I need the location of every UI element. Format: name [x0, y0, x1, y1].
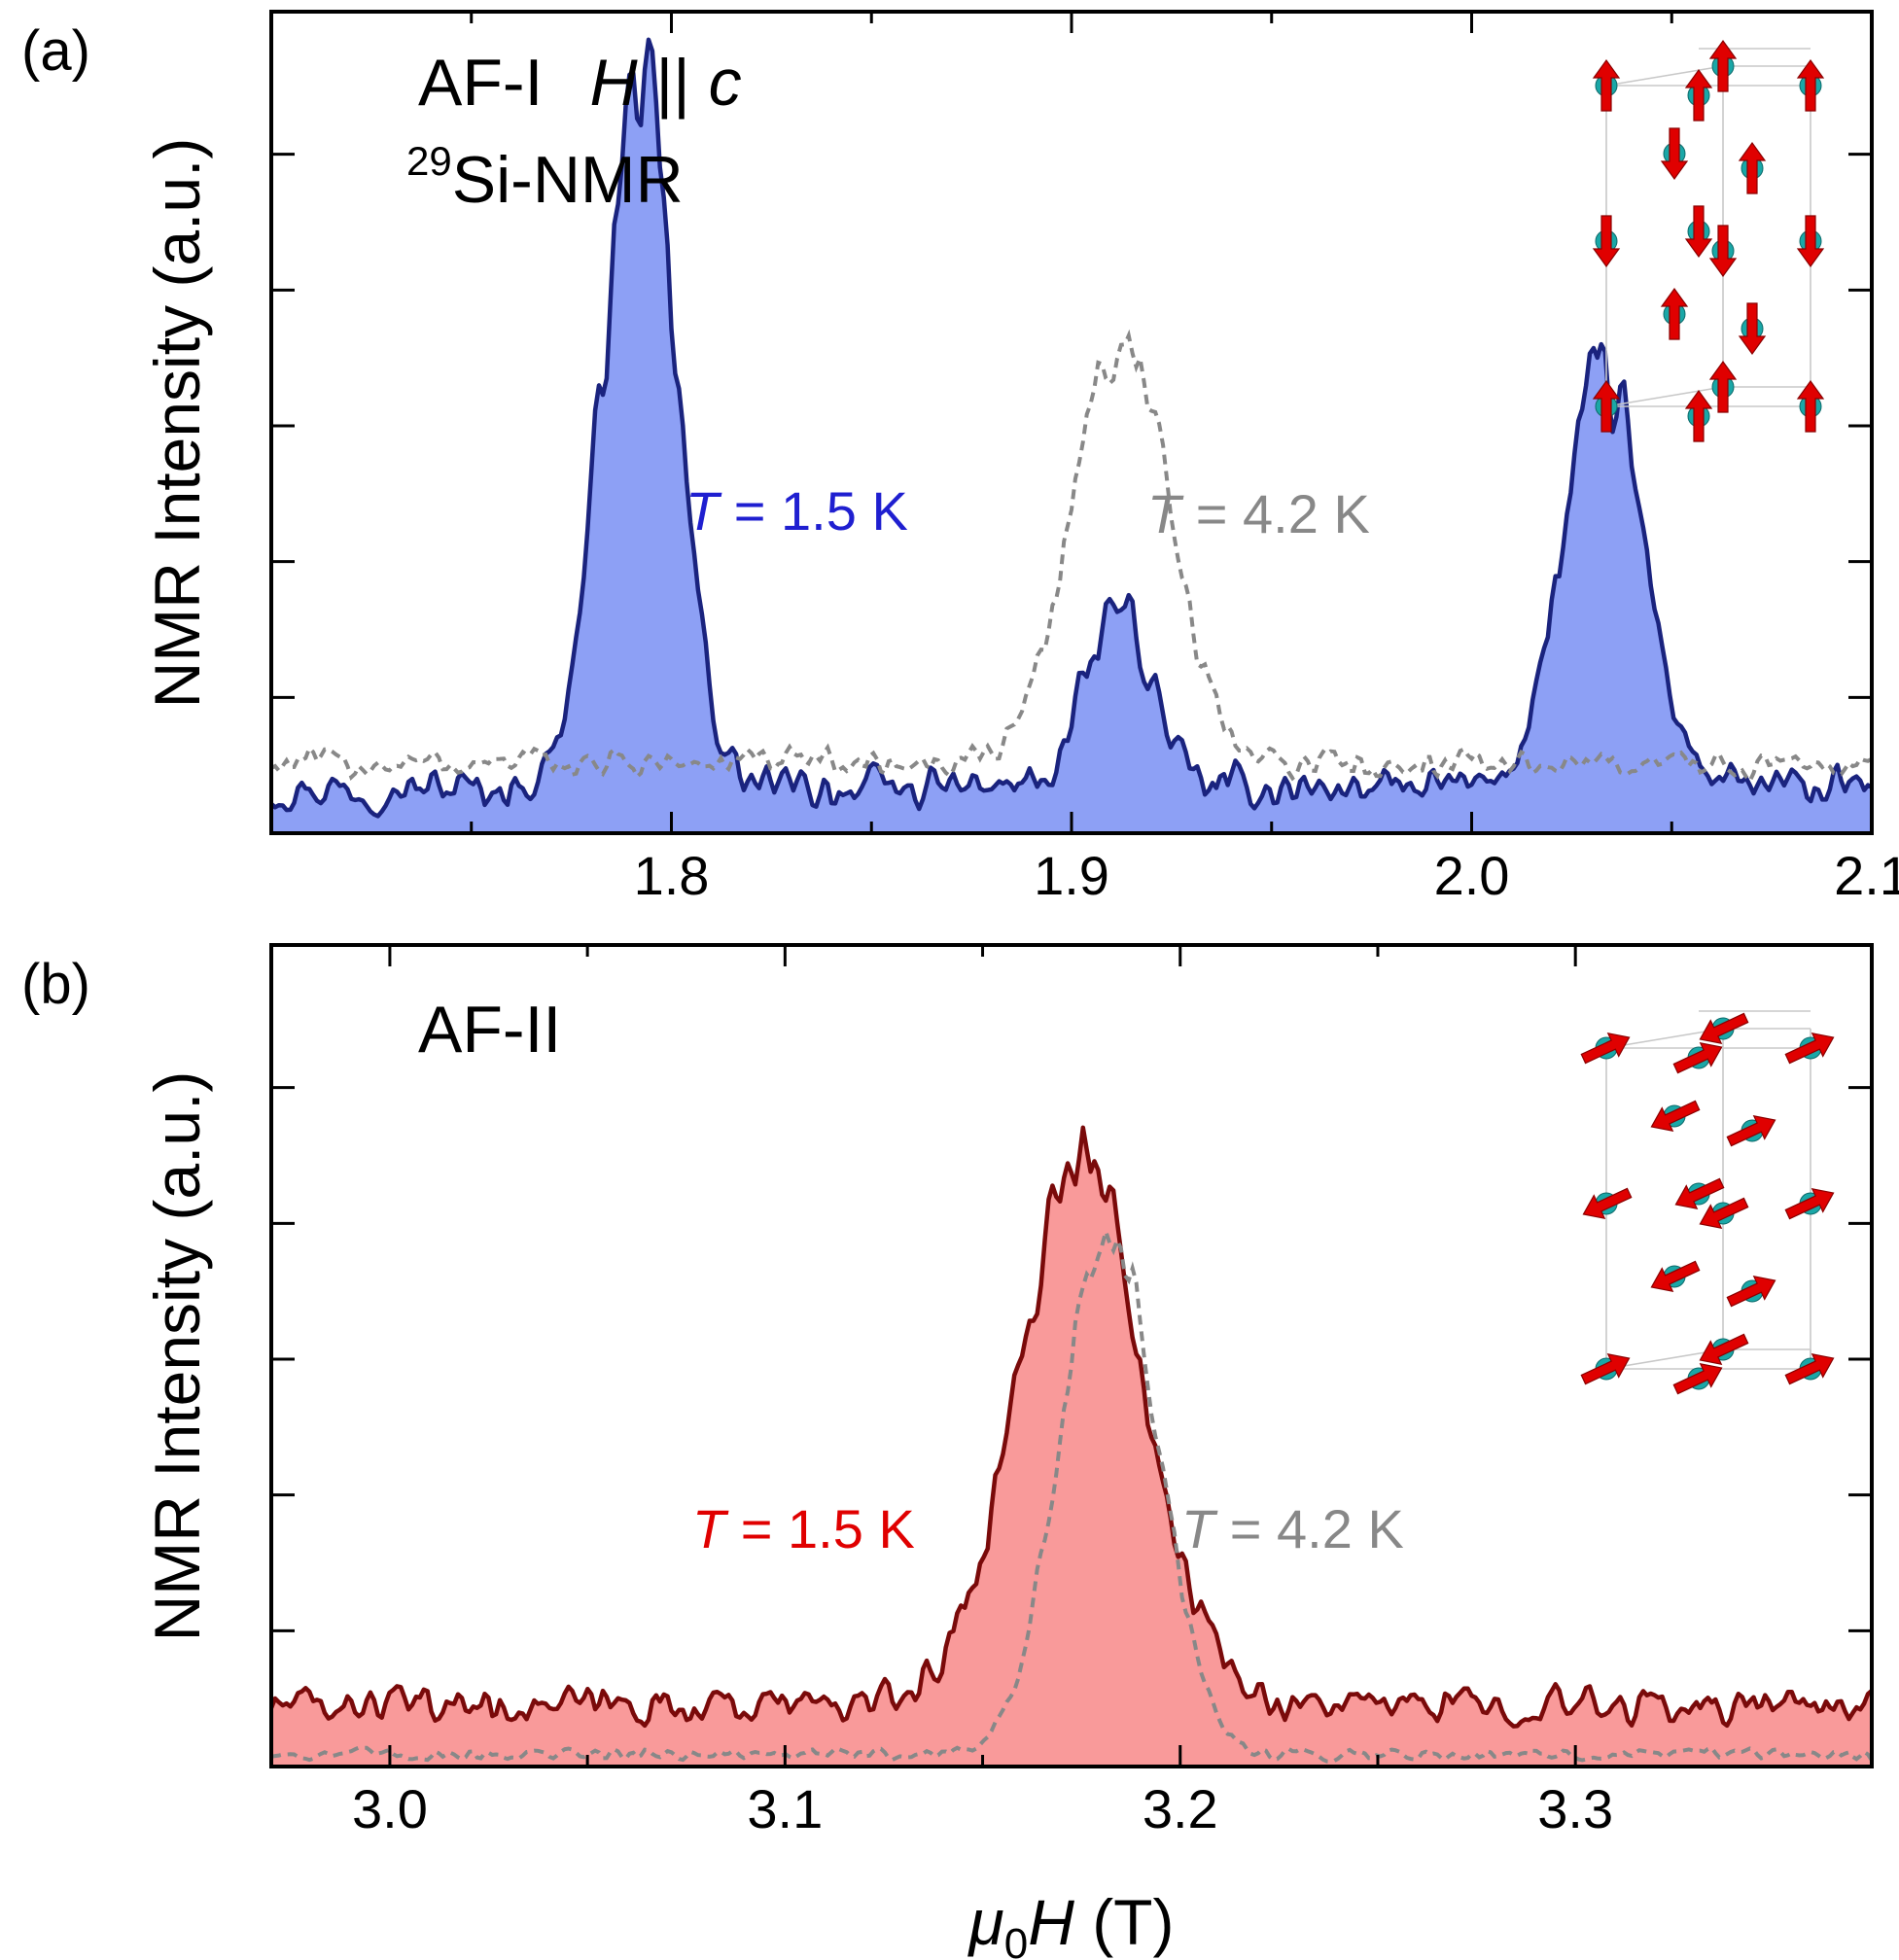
spin-arrow-icon [1726, 1276, 1776, 1308]
spin-arrow-icon [1726, 1115, 1776, 1147]
cell-edge-8 [1605, 1348, 1724, 1370]
panel-a-temp-low-label: T = 1.5 K [686, 480, 908, 542]
x-tick-label-0-2: 2.0 [1434, 845, 1510, 906]
cell-edge-6 [1605, 65, 1724, 87]
spin-arrow-icon [1580, 1353, 1631, 1385]
series-area-0-0 [271, 39, 1872, 833]
x-tick-label-1-1: 3.1 [747, 1778, 823, 1839]
panel-a-phase-label: AF-I H || c [418, 46, 742, 120]
panel-a-nucleus-label: 29Si-NMR [406, 138, 684, 217]
panel-a-ticks: 1.8 1.9 2.0 2.1 [271, 12, 1899, 906]
spin-arrow-icon [1784, 1353, 1835, 1385]
spin-arrow-icon [1684, 68, 1713, 122]
spin-arrow-icon [1796, 379, 1825, 433]
x-tick-label-1-3: 3.3 [1537, 1778, 1613, 1839]
panel-b-y-axis-label: NMR Intensity (a.u.) [141, 1071, 213, 1642]
spin-arrow-icon [1650, 1100, 1701, 1132]
x-axis-label: μ0H (T) [967, 1886, 1175, 1960]
spin-arrow-icon [1592, 58, 1621, 112]
series-dashed-0-1 [271, 329, 1872, 786]
spin-arrow-icon [1699, 1012, 1749, 1044]
spin-arrow-icon [1738, 141, 1767, 194]
panel-b-series [271, 1125, 1872, 1767]
spin-arrow-icon [1699, 1333, 1749, 1365]
panel-b-ticks: 3.0 3.1 3.2 3.3 [271, 945, 1872, 1839]
panel-a: (a) 1.8 1.9 2.0 2.1 NMR Intensity (a.u.) AF… [21, 10, 1899, 906]
panel-b-temp-low-label: T = 1.5 K [692, 1498, 915, 1559]
cell-edge-6 [1605, 1028, 1724, 1049]
series-line-0-0 [271, 37, 1872, 819]
panel-a-series [271, 37, 1872, 833]
panel-b-temp-high-label: T = 4.2 K [1181, 1498, 1404, 1559]
spin-arrow-icon [1784, 1032, 1835, 1065]
spin-arrow-icon [1592, 215, 1621, 268]
spin-arrow-icon [1580, 1032, 1631, 1065]
spin-arrow-icon [1708, 39, 1738, 92]
spin-arrow-icon [1660, 287, 1689, 340]
spin-arrow-icon [1684, 389, 1713, 442]
spin-arrow-icon [1674, 1177, 1725, 1209]
x-tick-label-0-1: 1.9 [1034, 845, 1109, 906]
spin-arrow-icon [1708, 360, 1738, 413]
x-tick-label-1-2: 3.2 [1143, 1778, 1218, 1839]
panel-b-frame [269, 943, 1874, 1768]
spin-arrow-icon [1582, 1187, 1633, 1219]
spin-arrow-icon [1660, 127, 1689, 181]
spin-arrow-icon [1684, 205, 1713, 259]
spin-arrow-icon [1796, 215, 1825, 268]
x-tick-label-1-0: 3.0 [352, 1778, 428, 1839]
spin-arrow-icon [1796, 58, 1825, 112]
spin-arrow-icon [1592, 379, 1621, 433]
spin-arrow-icon [1699, 1197, 1749, 1229]
series-dashed-1-1 [271, 1224, 1872, 1764]
spin-arrow-icon [1738, 302, 1767, 356]
x-tick-label-0-0: 1.8 [634, 845, 710, 906]
cell-edge-8 [1605, 386, 1724, 407]
spin-arrow-icon [1784, 1188, 1835, 1220]
series-line-1-0 [271, 1125, 1872, 1729]
spin-arrow-icon [1708, 225, 1738, 278]
panel-a-temp-high-label: T = 4.2 K [1147, 483, 1370, 544]
spin-structure-af-i-inset [1592, 39, 1825, 442]
spin-arrow-icon [1672, 1042, 1723, 1074]
spin-arrow-icon [1672, 1363, 1723, 1395]
panel-a-label: (a) [21, 19, 90, 83]
x-tick-label-0-3: 2.1 [1834, 845, 1899, 906]
spin-arrow-icon [1650, 1260, 1701, 1292]
panel-b: (b) 3.0 3.1 3.2 3.3 NMR Intensity (a.u.) AF… [21, 943, 1874, 1960]
panel-b-phase-label: AF-II [418, 993, 561, 1067]
panel-a-y-axis-label: NMR Intensity (a.u.) [141, 138, 213, 709]
panel-b-label: (b) [21, 953, 90, 1016]
series-area-1-0 [271, 1127, 1872, 1767]
spin-structure-af-ii-inset [1580, 1010, 1835, 1395]
